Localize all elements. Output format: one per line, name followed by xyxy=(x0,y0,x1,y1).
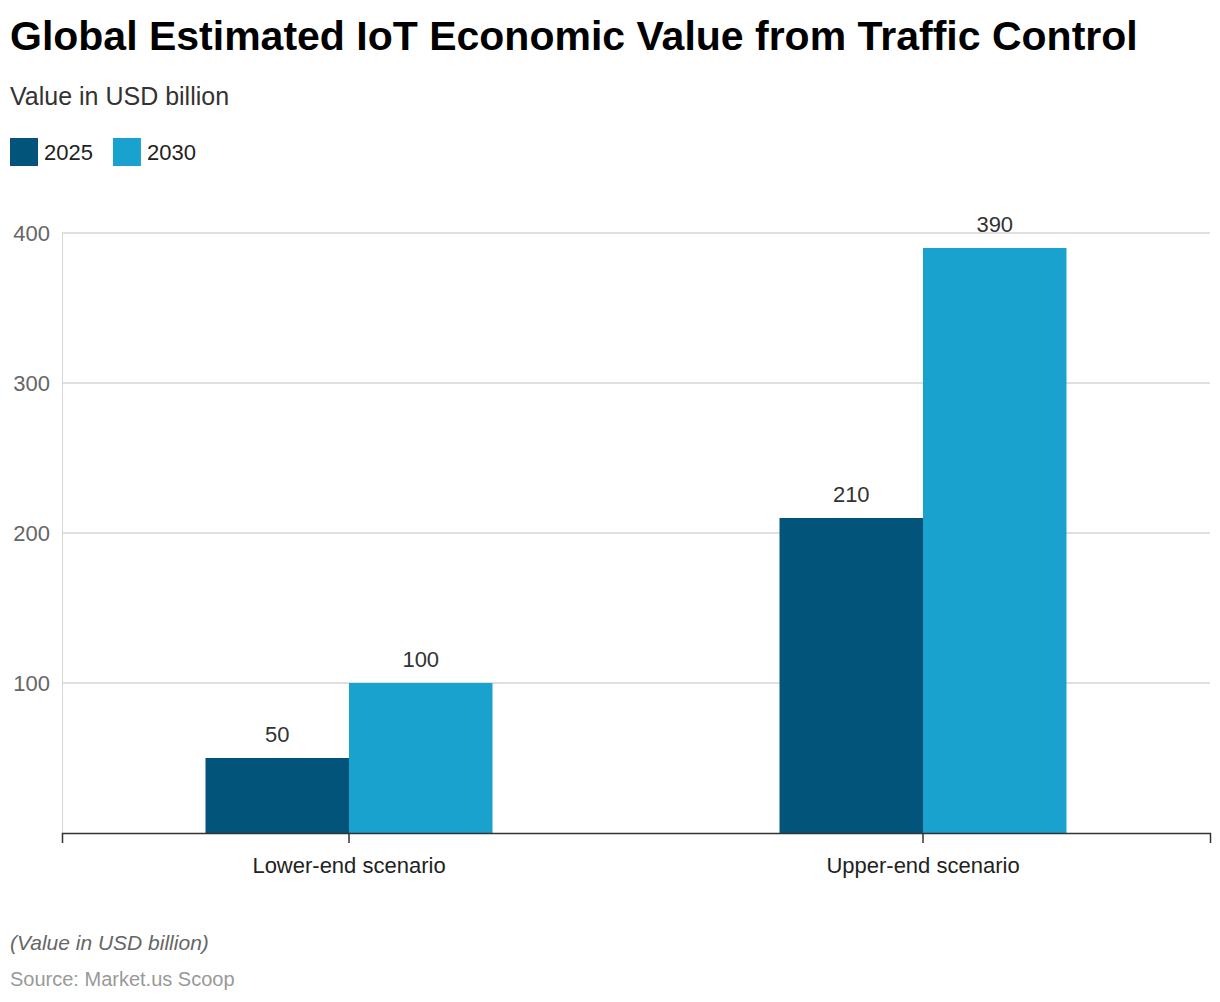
data-label: 50 xyxy=(265,722,289,747)
y-tick-label: 400 xyxy=(13,221,50,246)
legend-label: 2025 xyxy=(44,140,93,165)
x-tick: Upper-end scenario xyxy=(826,833,1019,878)
legend-swatch xyxy=(113,138,141,166)
x-axis: Lower-end scenario Upper-end scenario xyxy=(63,833,1211,878)
bars xyxy=(206,248,1067,833)
legend-swatch xyxy=(10,138,38,166)
x-tick: Lower-end scenario xyxy=(252,833,445,878)
y-tick-label: 300 xyxy=(13,371,50,396)
x-tick-label: Upper-end scenario xyxy=(826,853,1019,878)
grid-line xyxy=(62,232,1210,234)
y-tick-label: 200 xyxy=(13,521,50,546)
data-label: 100 xyxy=(402,647,439,672)
y-tick-label: 100 xyxy=(13,671,50,696)
bar xyxy=(206,758,350,833)
bar xyxy=(780,518,924,833)
title: Global Estimated IoT Economic Value from… xyxy=(10,13,1138,59)
x-tick-mark xyxy=(922,833,924,843)
y-axis-line xyxy=(62,234,63,834)
data-label: 390 xyxy=(976,212,1013,237)
data-label: 210 xyxy=(833,482,870,507)
y-tick: 300 xyxy=(13,371,62,396)
x-axis-line xyxy=(63,834,1211,844)
y-tick: 100 xyxy=(13,671,62,696)
x-tick-mark xyxy=(348,833,350,843)
x-tick-label: Lower-end scenario xyxy=(252,853,445,878)
legend-label: 2030 xyxy=(147,140,196,165)
bar xyxy=(923,248,1067,833)
source: Source: Market.us Scoop xyxy=(10,968,235,990)
bar xyxy=(349,683,493,833)
y-tick: 400 xyxy=(13,221,62,246)
chart: Global Estimated IoT Economic Value from… xyxy=(0,0,1220,1002)
y-axis: 100 200 300 400 xyxy=(13,221,62,834)
subtitle: Value in USD billion xyxy=(10,82,229,110)
legend: 2025 2030 xyxy=(10,138,196,166)
caption: (Value in USD billion) xyxy=(10,931,209,954)
data-labels: 50 210 100 390 xyxy=(265,212,1013,747)
y-tick: 200 xyxy=(13,521,62,546)
